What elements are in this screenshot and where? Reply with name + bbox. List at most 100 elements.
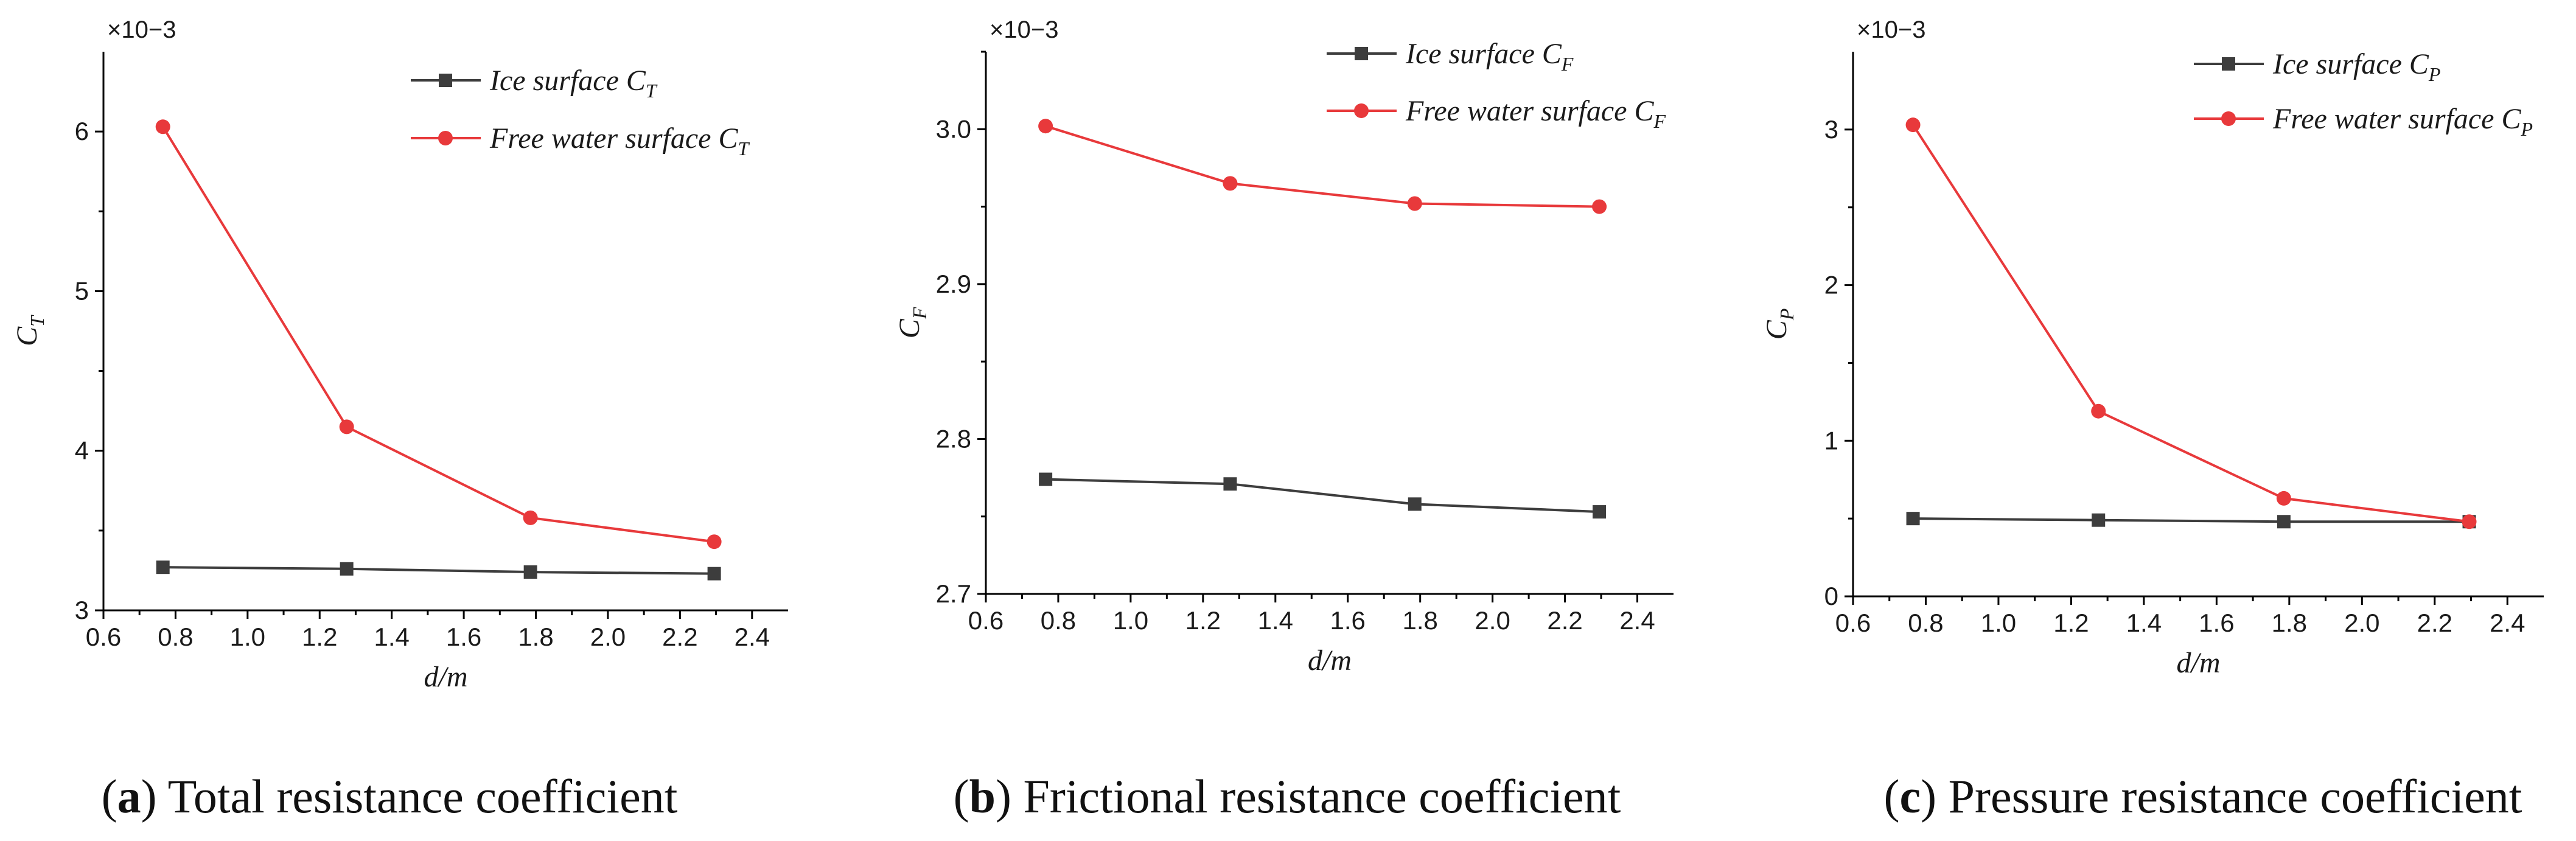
legend-entry: Ice surface CP (2194, 48, 2440, 85)
data-point (156, 560, 170, 574)
data-point (1905, 117, 1921, 133)
legend-marker (2222, 57, 2235, 71)
chart-a: 0.6 0.8 1.0 1.2 1.4 1.6 1.8 2.0 2.2 2.4 3 4 5 6 ×10−3 d… (11, 16, 788, 823)
y-tick-label: 1 (1824, 426, 1838, 455)
y-tick-label: 6 (75, 117, 89, 145)
series-ice-surface (1039, 472, 1607, 519)
chart-b: 0.6 0.8 1.0 1.2 1.4 1.6 1.8 2.0 2.2 2.4 2.7 2.8 2.9 3… (893, 16, 1674, 823)
series-free-water-surface (1905, 117, 2477, 529)
x-tick-label: 1.4 (374, 623, 409, 651)
legend-label: Ice surface CP (2272, 48, 2440, 85)
legend-label-sub: T (738, 138, 750, 159)
x-tick-label: 2.4 (1619, 606, 1655, 635)
legend-label-main: Free water surface C (2272, 103, 2521, 135)
x-axis-title: d/m (1308, 644, 1352, 677)
axes-frame (985, 52, 1674, 595)
legend-label: Free water surface CP (2272, 103, 2533, 140)
x-tick-label: 1.4 (1258, 606, 1293, 635)
data-point (339, 419, 354, 434)
x-tick-label: 1.0 (1113, 606, 1148, 635)
data-point (707, 534, 722, 550)
x-tick-label: 2.0 (1475, 606, 1510, 635)
y-axis-title: CT (11, 315, 48, 346)
x-tick-label: 2.2 (2417, 609, 2452, 637)
caption-letter: b (969, 770, 996, 823)
y-axis-title-main: C (1761, 319, 1793, 340)
x-tick-label: 1.6 (1330, 606, 1366, 635)
data-point (1223, 176, 1238, 191)
legend-label: Ice surface CF (1405, 38, 1574, 75)
data-point (2277, 515, 2291, 529)
y-tick-label: 0 (1824, 582, 1838, 610)
data-point (1039, 472, 1053, 486)
chart-c: 0.6 0.8 1.0 1.2 1.4 1.6 1.8 2.0 2.2 2.4 0 1 2 3 ×10−3 d… (1761, 16, 2544, 823)
legend-entry: Ice surface CF (1327, 38, 1574, 75)
data-point (707, 567, 721, 581)
x-tick-label: 2.2 (662, 623, 697, 651)
y-axis-title: CP (1761, 309, 1798, 340)
legend-label-sub: F (1561, 53, 1574, 75)
series-line (1045, 478, 1600, 514)
legend-label-main: Ice surface C (2272, 48, 2429, 80)
y-tick-label: 2 (1824, 271, 1838, 299)
y-axis-title-main: C (11, 326, 43, 346)
y-tick-label: 3.0 (936, 114, 971, 143)
caption-open-paren: ( (954, 770, 969, 823)
data-point (1038, 119, 1053, 134)
x-tick-label: 0.8 (158, 623, 193, 651)
legend-label-sub: P (2428, 63, 2441, 85)
data-point (523, 565, 537, 579)
legend-label-main: Free water surface C (489, 122, 738, 155)
x-tick-label: 1.0 (230, 623, 265, 651)
multiplier-label: ×10−3 (107, 16, 176, 43)
y-tick-label: 4 (75, 436, 89, 465)
x-tick-label: 1.6 (446, 623, 481, 651)
x-axis-title: d/m (424, 661, 468, 693)
x-tick-label: 2.0 (590, 623, 626, 651)
x-tick-label: 1.0 (1981, 609, 2016, 637)
x-tick-label: 2.2 (1547, 606, 1582, 635)
data-point (1223, 477, 1237, 491)
x-tick-label: 2.4 (735, 623, 770, 651)
y-tick-label: 2.9 (936, 270, 971, 298)
legend-entry: Ice surface CT (411, 65, 658, 102)
legend-label-main: Free water surface C (1405, 95, 1654, 127)
series-ice-surface (1906, 512, 2476, 529)
data-point (523, 510, 538, 525)
x-tick-label: 1.2 (302, 623, 337, 651)
caption-text: Pressure resistance coefficient (1936, 770, 2522, 823)
caption-text: Frictional resistance coefficient (1011, 770, 1621, 823)
series-line (1913, 517, 2470, 523)
y-axis-title-sub: F (909, 307, 930, 319)
series-line (1045, 125, 1600, 208)
y-axis-title-sub: P (1776, 309, 1798, 321)
y-axis-title-sub: T (26, 315, 48, 327)
legend-label-sub: F (1653, 110, 1666, 132)
x-tick-label: 1.2 (2053, 609, 2089, 637)
legend-entry: Free water surface CP (2194, 103, 2533, 140)
series-free-water-surface (1038, 119, 1607, 214)
data-point (1407, 196, 1422, 211)
x-tick-label: 2.4 (2490, 609, 2525, 637)
legend-label: Free water surface CT (489, 122, 750, 159)
x-tick-label: 1.4 (2126, 609, 2162, 637)
legend-label: Free water surface CF (1405, 95, 1666, 132)
caption-open-paren: ( (1884, 770, 1900, 823)
legend-entry: Free water surface CF (1327, 95, 1666, 132)
caption-letter: c (1900, 770, 1921, 823)
legend-label-sub: P (2520, 118, 2533, 140)
data-point (1593, 505, 1607, 519)
x-tick-label: 0.6 (86, 623, 121, 651)
data-point (1408, 497, 1422, 511)
panel-caption: (b) Frictional resistance coefficient (954, 770, 1621, 823)
x-axis-title: d/m (2177, 647, 2221, 679)
legend-label-main: Ice surface C (1405, 38, 1562, 70)
x-tick-label: 2.0 (2344, 609, 2379, 637)
caption-letter: a (117, 770, 141, 823)
series-line (161, 126, 714, 543)
legend-label-main: Ice surface C (489, 65, 646, 97)
series-free-water-surface (155, 119, 722, 550)
panel-caption: (c) Pressure resistance coefficient (1884, 770, 2522, 823)
data-point (1592, 199, 1607, 214)
data-point (340, 562, 354, 576)
